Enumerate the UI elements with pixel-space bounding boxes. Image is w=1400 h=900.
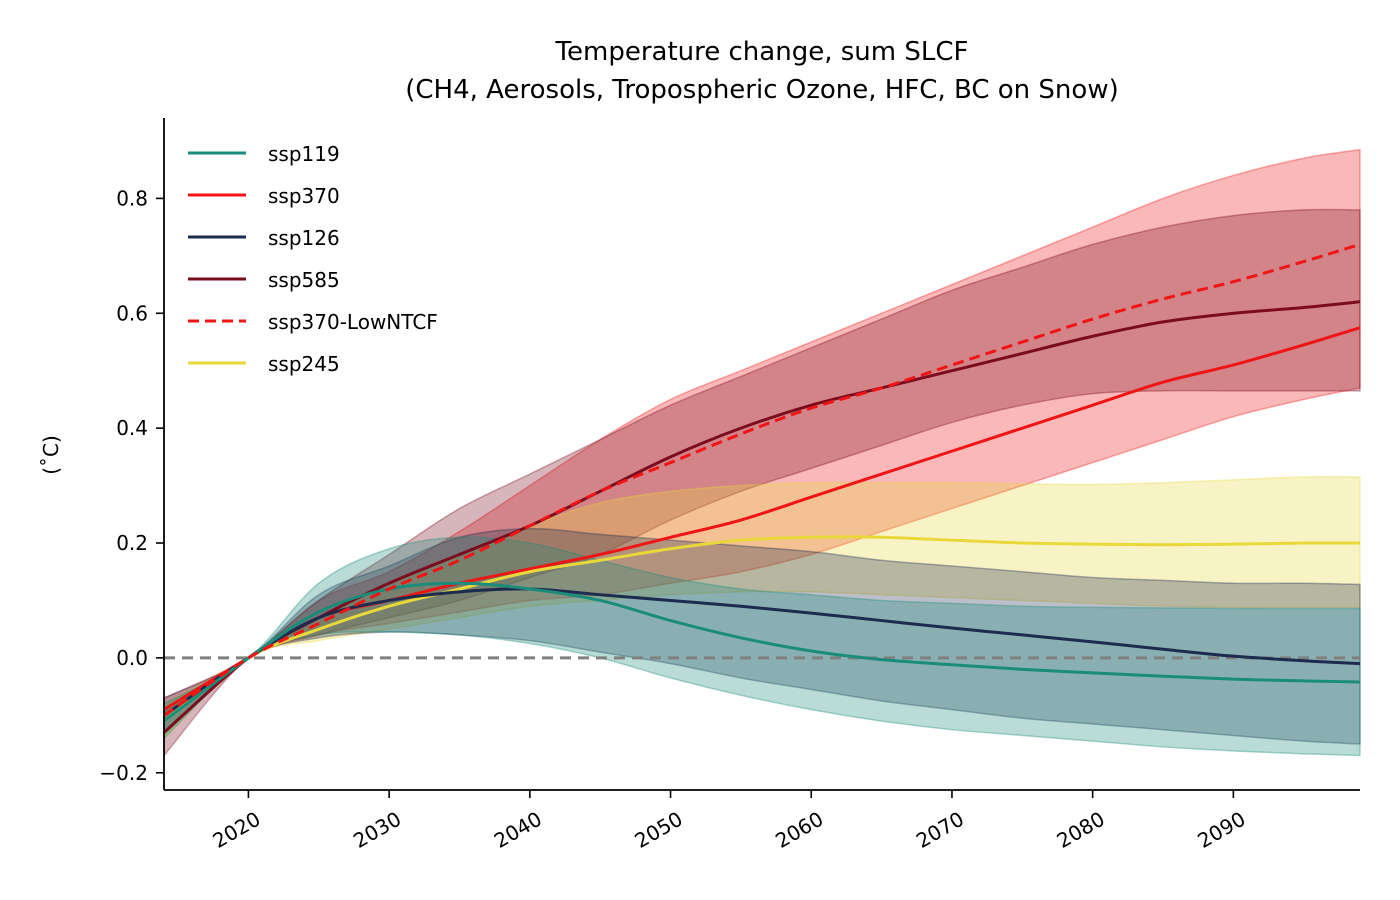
y-axis-ticks: −0.2 0.0 0.2 0.4 0.6 0.8 (99, 186, 164, 785)
chart-title: Temperature change, sum SLCF (555, 37, 969, 67)
legend-item-ssp119: ssp119 (188, 142, 340, 166)
line-ssp370-lowntcf (163, 242, 1361, 717)
line-ssp119 (163, 581, 1361, 723)
y-tick-label: 0.0 (116, 646, 148, 670)
x-tick-label: 2040 (490, 807, 546, 853)
x-axis-ticks: 2020 2030 2040 2050 2060 2070 2080 2090 (208, 790, 1249, 853)
y-tick-label: 0.8 (116, 186, 148, 210)
legend-label: ssp126 (268, 226, 340, 250)
legend: ssp119 ssp370 ssp126 ssp585 ssp370-LowNTCF ss… (188, 142, 438, 376)
legend-label: ssp585 (268, 268, 340, 292)
band-ssp245 (163, 476, 1361, 741)
x-tick-label: 2080 (1053, 807, 1109, 853)
legend-item-ssp126: ssp126 (188, 226, 340, 250)
line-ssp245 (163, 535, 1361, 723)
x-tick-label: 2030 (349, 807, 405, 853)
y-tick-label: 0.4 (116, 416, 148, 440)
legend-label: ssp245 (268, 352, 340, 376)
x-tick-label: 2090 (1193, 807, 1249, 853)
x-tick-label: 2070 (912, 807, 968, 853)
series-lines (163, 242, 1361, 734)
y-axis-label: (˚C) (39, 435, 63, 475)
legend-label: ssp119 (268, 142, 340, 166)
chart-subtitle: (CH4, Aerosols, Tropospheric Ozone, HFC,… (405, 75, 1118, 105)
legend-item-ssp585: ssp585 (188, 268, 340, 292)
y-tick-label: −0.2 (99, 761, 148, 785)
x-tick-label: 2050 (631, 807, 687, 853)
band-ssp585 (163, 208, 1361, 758)
x-tick-label: 2020 (208, 807, 264, 853)
uncertainty-bands (163, 148, 1361, 758)
legend-item-ssp370: ssp370 (188, 184, 340, 208)
y-tick-label: 0.2 (116, 531, 148, 555)
x-tick-label: 2060 (771, 807, 827, 853)
y-tick-label: 0.6 (116, 301, 148, 325)
legend-label: ssp370 (268, 184, 340, 208)
legend-item-ssp370-lowntcf: ssp370-LowNTCF (188, 310, 438, 334)
legend-label: ssp370-LowNTCF (268, 310, 438, 334)
band-ssp370 (163, 148, 1361, 723)
legend-item-ssp245: ssp245 (188, 352, 340, 376)
line-ssp126 (163, 587, 1361, 717)
